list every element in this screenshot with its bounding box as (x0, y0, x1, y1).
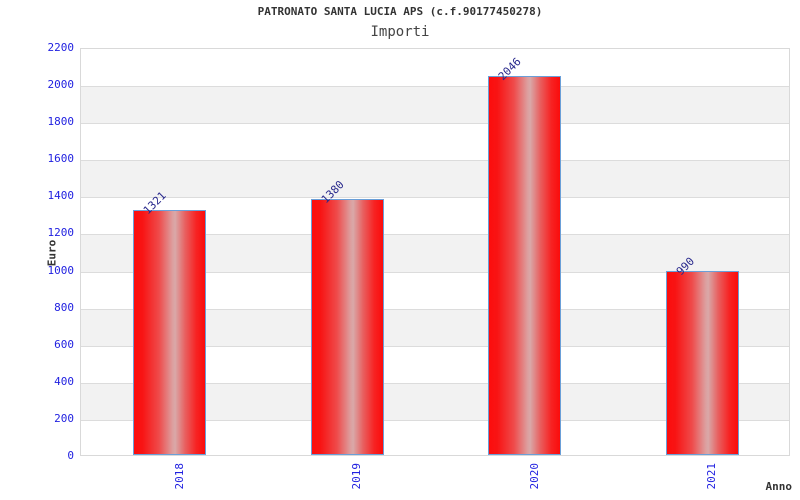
bar[interactable] (665, 271, 739, 455)
gridline (81, 234, 789, 235)
plot-area (80, 48, 790, 456)
chart-subtitle: Importi (370, 24, 430, 40)
y-tick-label: 400 (54, 374, 74, 388)
y-tick-label: 1400 (47, 189, 75, 203)
gridline (81, 272, 789, 273)
grid-band (81, 160, 789, 198)
x-tick-label: 2019 (350, 463, 364, 490)
y-tick-label: 1600 (47, 152, 75, 166)
gridline (81, 420, 789, 421)
y-tick-label: 2000 (47, 78, 75, 92)
gridline (81, 86, 789, 87)
y-tick-label: 1800 (47, 115, 75, 129)
gridline (81, 309, 789, 310)
gridline (81, 383, 789, 384)
y-tick-label: 0 (67, 449, 74, 462)
gridline (81, 123, 789, 124)
y-axis-title: Euro (45, 239, 59, 267)
y-tick-label: 2200 (47, 41, 75, 54)
y-tick-label: 200 (54, 411, 74, 425)
x-tick-label: 2018 (172, 463, 186, 490)
x-tick-label: 2021 (705, 463, 719, 490)
y-tick-label: 600 (54, 337, 74, 351)
y-tick-label: 1000 (47, 263, 75, 277)
bar[interactable] (310, 199, 384, 455)
bar[interactable] (133, 210, 207, 455)
gridline (81, 160, 789, 161)
gridline (81, 346, 789, 347)
y-axis-ticks: 0 200 400 600 800 1000 1200 1400 1600 1800 2000 220… (0, 0, 75, 500)
y-tick-label: 800 (54, 300, 74, 314)
chart-title: PATRONATO SANTA LUCIA APS (c.f.901774502… (257, 5, 543, 18)
bar[interactable] (488, 75, 562, 455)
x-tick-label: 2020 (527, 463, 541, 490)
grid-band (81, 86, 789, 124)
gridline (81, 197, 789, 198)
y-tick-label: 1200 (47, 226, 75, 240)
x-axis-title: Anno (765, 480, 793, 493)
